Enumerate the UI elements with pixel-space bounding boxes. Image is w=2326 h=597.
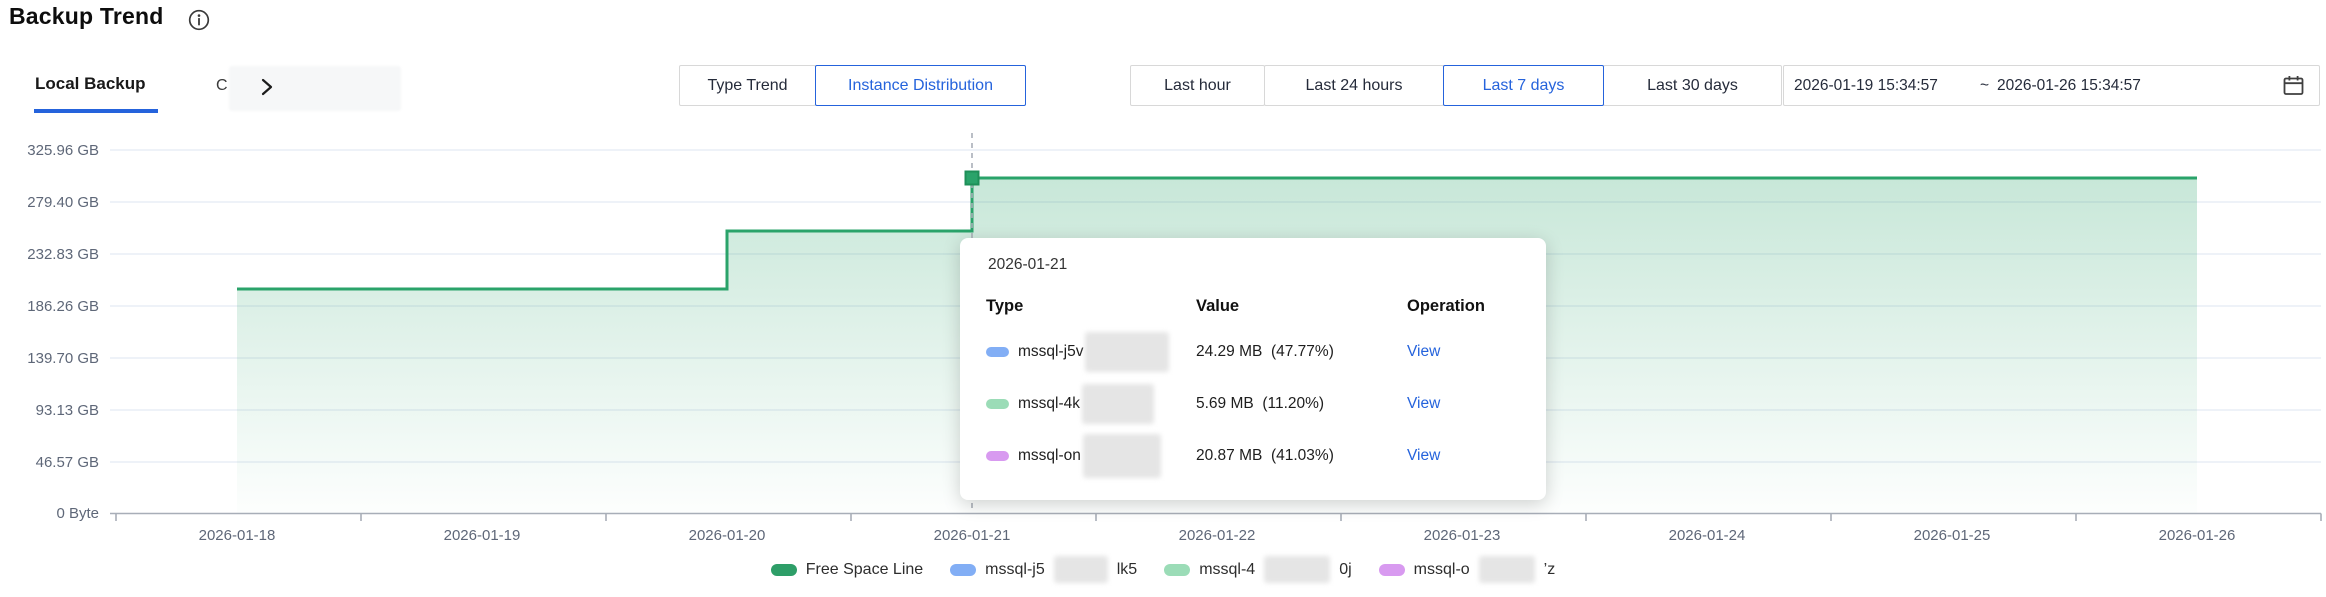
y-tick-label: 139.70 GB bbox=[27, 350, 99, 367]
y-tick-label: 186.26 GB bbox=[27, 298, 99, 315]
last-hour-button[interactable]: Last hour bbox=[1130, 65, 1265, 106]
legend-swatch bbox=[770, 563, 797, 576]
info-icon[interactable] bbox=[188, 9, 210, 31]
redaction-blur bbox=[1082, 384, 1155, 424]
series-name: mssql-on bbox=[1018, 447, 1081, 464]
tab-local-backup[interactable]: Local Backup bbox=[35, 74, 146, 93]
active-tab-underline bbox=[34, 109, 158, 113]
x-tick-label: 2026-01-24 bbox=[1669, 527, 1746, 544]
legend-label: Free Space Line bbox=[805, 560, 924, 578]
chart-tooltip: 2026-01-21 Type Value Operation mssql-j5… bbox=[960, 238, 1546, 500]
x-tick-label: 2026-01-25 bbox=[1914, 527, 1991, 544]
calendar-icon[interactable] bbox=[2282, 74, 2305, 97]
tooltip-date: 2026-01-21 bbox=[988, 256, 1068, 273]
hover-marker[interactable] bbox=[964, 170, 980, 186]
type-trend-button[interactable]: Type Trend bbox=[679, 65, 816, 106]
x-tick-label: 2026-01-20 bbox=[689, 527, 766, 544]
y-tick-label: 325.96 GB bbox=[27, 142, 99, 159]
redaction-blur bbox=[1478, 556, 1535, 583]
x-tick-label: 2026-01-23 bbox=[1424, 527, 1501, 544]
series-value: 24.29 MB (47.77%) bbox=[1196, 343, 1334, 360]
last-24-hours-button[interactable]: Last 24 hours bbox=[1264, 65, 1444, 106]
legend-item-mssql-4[interactable]: mssql-4 0j bbox=[1164, 556, 1352, 583]
x-tick-label: 2026-01-21 bbox=[934, 527, 1011, 544]
y-tick-label: 93.13 GB bbox=[36, 402, 99, 419]
view-link[interactable]: View bbox=[1407, 447, 1441, 464]
redaction-blur-tab bbox=[229, 66, 401, 111]
date-range-start: 2026-01-19 15:34:57 bbox=[1794, 76, 1938, 94]
view-link[interactable]: View bbox=[1407, 395, 1441, 412]
y-tick-label: 279.40 GB bbox=[27, 194, 99, 211]
x-tick-label: 2026-01-22 bbox=[1179, 527, 1256, 544]
x-axis bbox=[110, 512, 2322, 521]
series-name: mssql-j5v bbox=[1018, 343, 1084, 360]
x-tick-label: 2026-01-26 bbox=[2159, 527, 2236, 544]
legend-label: mssql-o bbox=[1413, 560, 1470, 578]
legend-swatch bbox=[950, 563, 977, 576]
chart-legend: Free Space Line mssql-j5 lk5 mssql-4 0j … bbox=[0, 556, 2326, 583]
tooltip-column-operation: Operation bbox=[1407, 296, 1485, 315]
legend-swatch bbox=[1378, 563, 1405, 576]
redaction-blur bbox=[1053, 556, 1108, 583]
legend-item-mssql-o[interactable]: mssql-o ’z bbox=[1378, 556, 1556, 583]
free-space-line[interactable] bbox=[237, 176, 2197, 291]
x-tick-label: 2026-01-18 bbox=[199, 527, 276, 544]
instance-distribution-button[interactable]: Instance Distribution bbox=[815, 65, 1026, 106]
redaction-blur bbox=[1264, 556, 1331, 583]
redaction-blur bbox=[1085, 332, 1170, 372]
view-link[interactable]: View bbox=[1407, 343, 1441, 360]
y-tick-label: 0 Byte bbox=[56, 505, 99, 522]
legend-label-suffix: ’z bbox=[1543, 560, 1556, 578]
date-range-separator: ~ bbox=[1979, 76, 1989, 94]
y-tick-label: 46.57 GB bbox=[36, 454, 99, 471]
legend-label: mssql-j5 bbox=[985, 560, 1045, 578]
tooltip-column-type: Type bbox=[986, 296, 1024, 315]
tab-second[interactable]: C bbox=[216, 77, 228, 94]
last-7-days-button[interactable]: Last 7 days bbox=[1443, 65, 1604, 106]
legend-label: mssql-4 bbox=[1199, 560, 1256, 578]
series-value: 5.69 MB (11.20%) bbox=[1196, 395, 1325, 412]
legend-label-suffix: lk5 bbox=[1116, 560, 1138, 578]
series-swatch bbox=[986, 451, 1009, 461]
legend-label-suffix: 0j bbox=[1339, 560, 1352, 578]
x-tick-label: 2026-01-19 bbox=[444, 527, 521, 544]
legend-swatch bbox=[1164, 563, 1191, 576]
page-title: Backup Trend bbox=[9, 3, 164, 29]
date-range-end: 2026-01-26 15:34:57 bbox=[1997, 76, 2141, 94]
legend-item-mssql-j5[interactable]: mssql-j5 lk5 bbox=[950, 556, 1137, 583]
y-axis-labels: 325.96 GB 279.40 GB 232.83 GB 186.26 GB … bbox=[27, 142, 99, 522]
series-name: mssql-4k bbox=[1018, 395, 1081, 412]
x-axis-labels: 2026-01-18 2026-01-19 2026-01-20 2026-01… bbox=[199, 527, 2236, 544]
date-range-picker[interactable]: 2026-01-19 15:34:57 ~ 2026-01-26 15:34:5… bbox=[1783, 65, 2320, 106]
last-30-days-button[interactable]: Last 30 days bbox=[1603, 65, 1782, 106]
chevron-right-icon[interactable] bbox=[258, 77, 276, 97]
legend-item-free-space-line[interactable]: Free Space Line bbox=[770, 560, 924, 579]
y-tick-label: 232.83 GB bbox=[27, 246, 99, 263]
series-value: 20.87 MB (41.03%) bbox=[1196, 447, 1334, 464]
series-swatch bbox=[986, 347, 1009, 357]
tooltip-column-value: Value bbox=[1196, 296, 1240, 315]
series-swatch bbox=[986, 399, 1009, 409]
redaction-blur bbox=[1082, 434, 1161, 478]
